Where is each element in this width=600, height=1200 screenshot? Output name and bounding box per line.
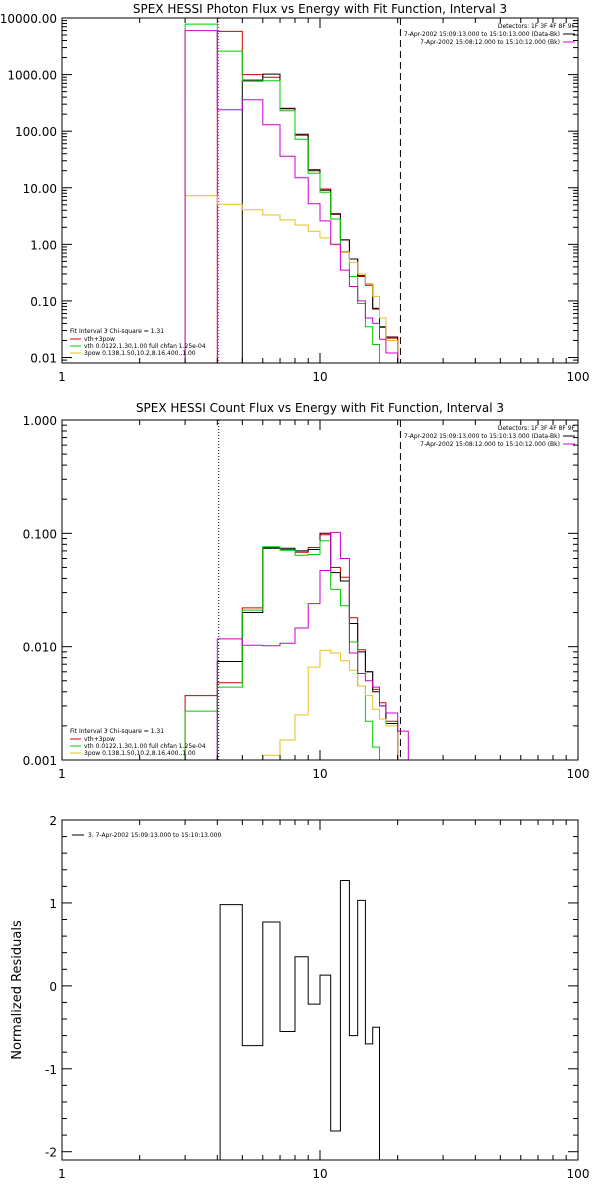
y-axis: -2 -1 0 1 2 [45, 814, 578, 1160]
x-tick-label: 1 [58, 1167, 66, 1181]
y-tick-label: 1000.00 [7, 69, 57, 83]
legend-fit: Fit Interval 3 Chi-square = 1.31 vth+3po… [70, 328, 206, 357]
y-tick-label: 0.001 [23, 754, 57, 768]
series-2-vth-0-0122-1-30-1-00-full-chfan-1-25e-04 [184, 23, 387, 363]
y-tick-label: 0.01 [30, 352, 57, 366]
chart-title: SPEX HESSI Photon Flux vs Energy with Fi… [133, 2, 507, 16]
legend-top: Detectors: 1F 3F 4F 8F 9F 7-Apr-2002 15:… [404, 425, 576, 448]
series-4-cc00cc [184, 30, 399, 363]
y-tick-label: 0.100 [23, 527, 57, 541]
legend-data-bk: 7-Apr-2002 15:09:13.000 to 15:10:13.000 … [404, 31, 560, 38]
residuals-chart: Normalized Residuals 3. 7-Apr-2002 15:09… [10, 814, 589, 1181]
y-axis-label: Normalized Residuals [10, 920, 25, 1060]
y-tick-label: 1 [49, 897, 57, 911]
x-tick-label: 100 [567, 1167, 590, 1181]
legend-detectors: Detectors: 1F 3F 4F 8F 9F [498, 425, 576, 432]
y-tick-label: 1.000 [23, 414, 57, 428]
legend-vth-3pow: vth+3pow [84, 736, 115, 743]
legend-vth: vth 0.0122,1.30,1.00 full chfan 1.25e-04 [84, 743, 206, 750]
x-tick-label: 10 [312, 1167, 327, 1181]
legend-fit: Fit Interval 3 Chi-square = 1.31 vth+3po… [70, 728, 206, 757]
y-tick-label: 0.010 [23, 641, 57, 655]
x-axis: 1 10 100 [58, 820, 589, 1181]
legend-3pow: 3pow 0.138,1.50,10.2,8.16,400.,1.00 [84, 750, 196, 757]
legend: 3. 7-Apr-2002 15:09:13.000 to 15:10:13.0… [72, 832, 221, 839]
y-tick-label: 100.00 [15, 125, 57, 139]
x-tick-label: 100 [567, 370, 590, 384]
y-tick-label: -1 [45, 1063, 57, 1077]
series-3-3pow-0-138-1-50-10-2-8-16-400-1-00 [184, 195, 409, 363]
chart-title: SPEX HESSI Count Flux vs Energy with Fit… [136, 401, 504, 415]
legend-residuals: 3. 7-Apr-2002 15:09:13.000 to 15:10:13.0… [88, 832, 221, 839]
y-tick-label: 10000.00 [0, 12, 57, 26]
y-axis: 0.01 0.10 1.00 10.00 100.00 1000.00 10000.00 [0, 12, 578, 366]
x-tick-label: 1 [58, 370, 66, 384]
legend-top: Detectors: 1F 3F 4F 8F 9F 7-Apr-2002 15:… [404, 23, 576, 46]
legend-fit-title: Fit Interval 3 Chi-square = 1.31 [70, 728, 164, 735]
legend-detectors: Detectors: 1F 3F 4F 8F 9F [498, 23, 576, 30]
y-tick-label: 1.00 [30, 238, 57, 252]
legend-vth: vth 0.0122,1.30,1.00 full chfan 1.25e-04 [84, 343, 206, 350]
x-axis: 1 10 100 [58, 18, 589, 384]
y-tick-label: -2 [45, 1146, 57, 1160]
photon-flux-chart: SPEX HESSI Photon Flux vs Energy with Fi… [0, 2, 589, 384]
legend-3pow: 3pow 0.138,1.50,10.2,8.16,400.,1.00 [84, 350, 196, 357]
y-tick-label: 2 [49, 814, 57, 828]
x-tick-label: 10 [312, 767, 327, 781]
x-tick-label: 100 [567, 767, 590, 781]
y-axis: 0.001 0.010 0.100 1.000 [23, 414, 578, 768]
legend-bk: 7-Apr-2002 15:08:12.000 to 15:10:12.000 … [420, 39, 560, 46]
series-3-3pow-0-138-1-50-10-2-8-16-400-1-00 [262, 649, 399, 760]
y-tick-label: 10.00 [23, 182, 57, 196]
x-axis: 1 10 100 [58, 420, 589, 781]
x-tick-label: 1 [58, 767, 66, 781]
series-1-000000 [241, 73, 409, 363]
x-tick-label: 10 [312, 370, 327, 384]
y-tick-label: 0 [49, 980, 57, 994]
legend-fit-title: Fit Interval 3 Chi-square = 1.31 [70, 328, 164, 335]
legend-data-bk: 7-Apr-2002 15:09:13.000 to 15:10:13.000 … [404, 433, 560, 440]
series-1-000000 [216, 532, 399, 760]
legend-vth-3pow: vth+3pow [84, 336, 115, 343]
series-2-vth-0-0122-1-30-1-00-full-chfan-1-25e-04 [184, 540, 380, 760]
series-0-3-7-apr-2002-15-09-13-000-to-15-10-13-000 [219, 880, 380, 1160]
y-tick-label: 0.10 [30, 295, 57, 309]
legend-bk: 7-Apr-2002 15:08:12.000 to 15:10:12.000 … [420, 441, 560, 448]
count-flux-chart: SPEX HESSI Count Flux vs Energy with Fit… [23, 401, 590, 781]
series-4-cc00cc [216, 531, 409, 760]
